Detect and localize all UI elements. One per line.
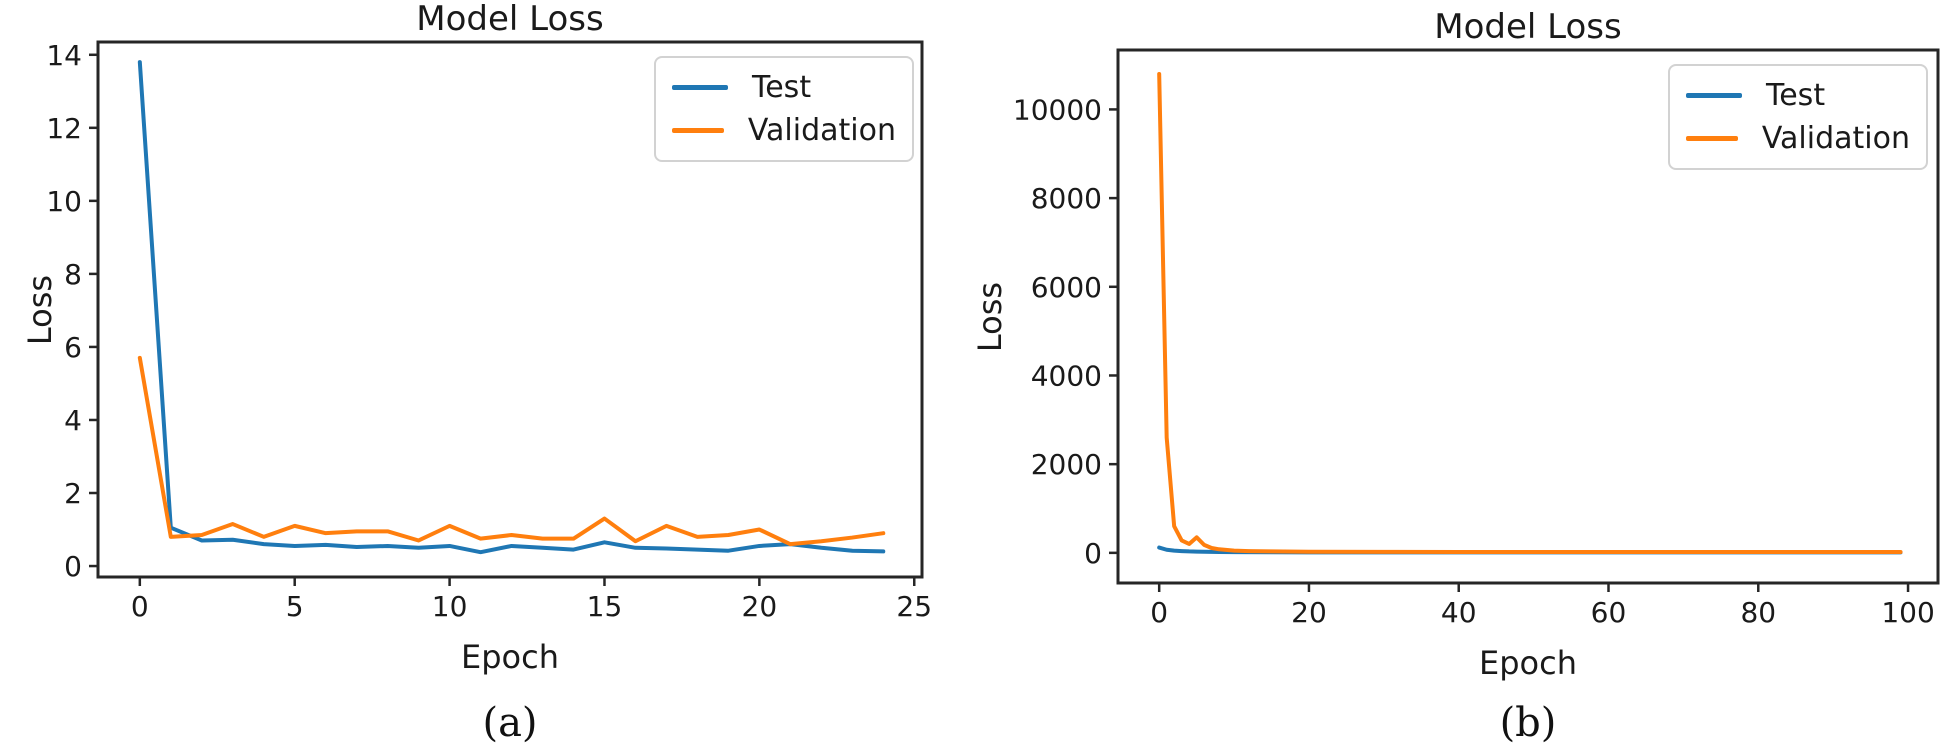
chart-a: 0 5 10 15 20 25 0 2 4 6 8 10 12 14 Model Loss Loss Ep… (0, 0, 972, 755)
y-tick-label: 6 (64, 331, 82, 364)
x-tick-label: 5 (286, 590, 304, 623)
y-tick-label: 10000 (1013, 93, 1102, 126)
x-tick-label: 15 (587, 590, 623, 623)
subfigure-caption-a: (a) (482, 700, 538, 746)
y-tick-label: 4 (64, 404, 82, 437)
legend-box: Test Validation (1668, 64, 1928, 170)
x-tick-label: 100 (1881, 596, 1934, 629)
x-tick-label: 80 (1740, 596, 1776, 629)
x-tick-label: 40 (1441, 596, 1477, 629)
x-tick-label: 0 (1150, 596, 1168, 629)
plot-area: 0 20 40 60 80 100 0 2000 4000 6000 8000 10000 (1013, 48, 1940, 629)
legend-label-test: Test (752, 70, 812, 105)
test-line-swatch (672, 85, 728, 90)
plot-border (96, 40, 924, 579)
y-tick-label: 2 (64, 477, 82, 510)
validation-line (1157, 71, 1903, 554)
x-tick-label: 60 (1591, 596, 1627, 629)
legend-entry-validation: Validation (1686, 121, 1910, 156)
x-axis-label: Epoch (1479, 644, 1577, 682)
test-line (137, 60, 886, 555)
x-tick-label: 20 (742, 590, 778, 623)
x-axis-label: Epoch (461, 638, 559, 676)
y-tick-label: 8 (64, 258, 82, 291)
validation-line-swatch (672, 128, 724, 133)
y-tick-label: 0 (64, 550, 82, 583)
legend-entry-test: Test (1686, 78, 1910, 113)
plot-area: 0 5 10 15 20 25 0 2 4 6 8 10 12 14 (46, 39, 932, 623)
chart-title: Model Loss (1434, 7, 1622, 47)
test-line-swatch (1686, 93, 1742, 98)
chart-title: Model Loss (416, 0, 604, 39)
chart-b: 0 20 40 60 80 100 0 2000 4000 6000 8000 10000 Model… (971, 0, 1945, 755)
plot-border (1116, 48, 1940, 585)
y-tick-label: 6000 (1031, 271, 1102, 304)
y-tick-label: 0 (1084, 537, 1102, 570)
legend-label-validation: Validation (747, 113, 896, 148)
x-tick-label: 0 (131, 590, 149, 623)
y-tick-label: 2000 (1031, 448, 1102, 481)
y-tick-label: 4000 (1031, 359, 1102, 392)
subfigure-caption-b: (b) (1499, 700, 1557, 746)
legend-entry-test: Test (672, 70, 896, 105)
validation-line (137, 355, 886, 547)
x-tick-label: 25 (896, 590, 932, 623)
y-axis-label: Loss (971, 281, 1009, 352)
y-tick-label: 10 (46, 185, 82, 218)
y-tick-label: 8000 (1031, 182, 1102, 215)
validation-line-swatch (1686, 136, 1738, 141)
x-tick-label: 20 (1291, 596, 1327, 629)
y-axis-label: Loss (21, 274, 59, 345)
x-tick-label: 10 (432, 590, 468, 623)
y-tick-label: 14 (46, 39, 82, 72)
legend-entry-validation: Validation (672, 113, 896, 148)
legend-label-test: Test (1766, 78, 1826, 113)
y-tick-label: 12 (46, 112, 82, 145)
legend-label-validation: Validation (1761, 121, 1910, 156)
legend-box: Test Validation (654, 56, 914, 162)
